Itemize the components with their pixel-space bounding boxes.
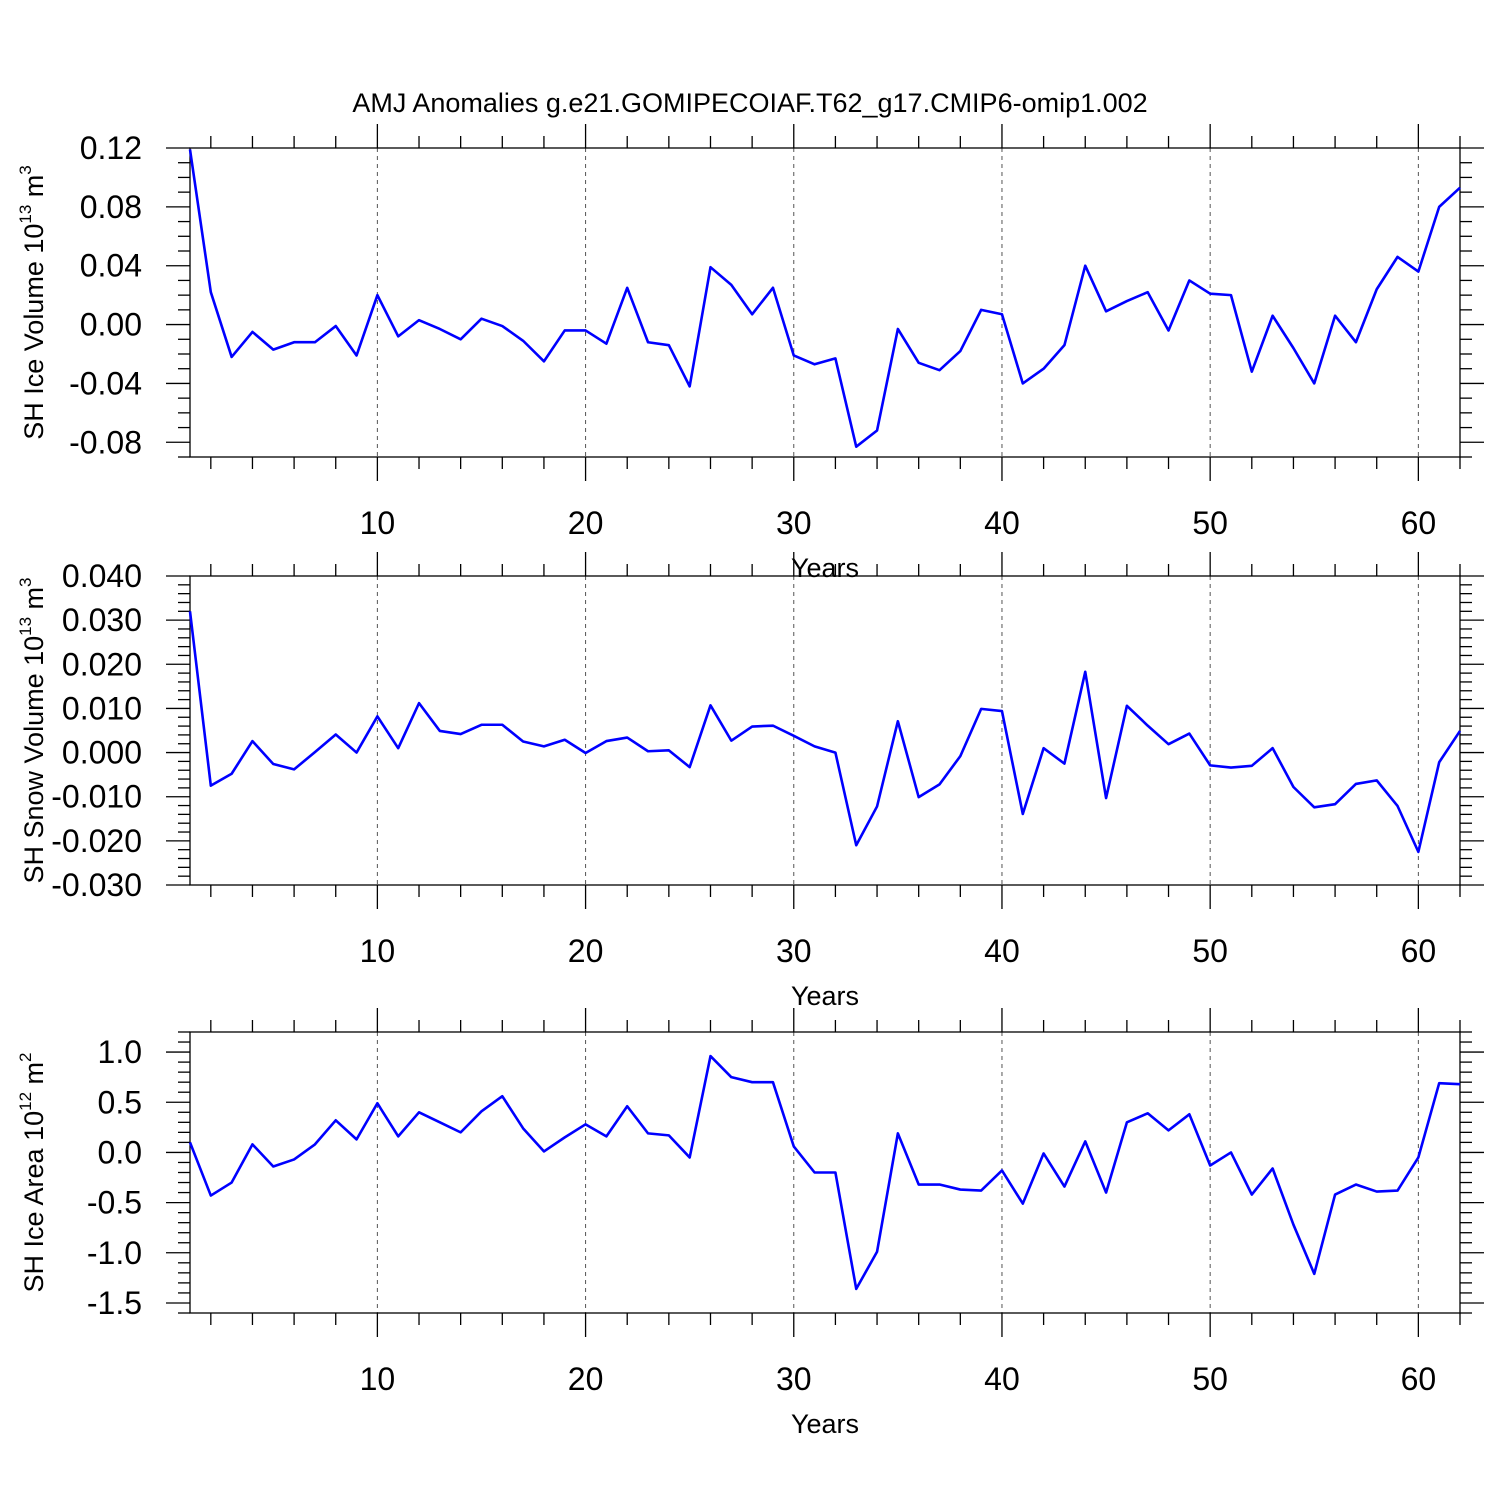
panels: 10 20 30 40 50 60 -0.08 -0.04 0.00 0.04 0.08 0.12 Ye… xyxy=(16,124,1484,1439)
x-tick-label: 10 xyxy=(360,933,396,969)
plot-frame xyxy=(189,147,1461,458)
x-tick-label: 20 xyxy=(568,1361,604,1397)
x-tick-label: 60 xyxy=(1401,505,1437,541)
y-tick-label: -0.010 xyxy=(51,779,142,815)
x-axis-label: Years xyxy=(791,553,859,583)
x-tick-label: 50 xyxy=(1192,1361,1228,1397)
x-tick-label: 60 xyxy=(1401,1361,1437,1397)
series-line xyxy=(188,149,1461,449)
y-tick-label: 0.030 xyxy=(62,602,142,638)
y-tick-label: 0.5 xyxy=(98,1084,142,1120)
y-tick-label: -0.020 xyxy=(51,823,142,859)
x-tick-label: 40 xyxy=(984,505,1020,541)
y-tick-label: 0.000 xyxy=(62,735,142,771)
y-axis-label: SH Snow Volume 1013 m3 xyxy=(16,577,49,883)
x-axis-label: Years xyxy=(791,981,859,1011)
y-axis-label: SH Ice Volume 1013 m3 xyxy=(16,165,49,440)
panel-1: 10 20 30 40 50 60 -0.08 -0.04 0.00 0.04 0.08 0.12 Ye… xyxy=(16,124,1484,583)
y-tick-label: 1.0 xyxy=(98,1034,142,1070)
y-tick-label: -1.0 xyxy=(87,1235,142,1271)
y-tick-label: 0.00 xyxy=(80,307,142,343)
x-tick-label: 60 xyxy=(1401,933,1437,969)
x-tick-label: 30 xyxy=(776,1361,812,1397)
y-tick-label: 0.04 xyxy=(80,248,142,284)
y-tick-label: -0.04 xyxy=(69,365,142,401)
y-tick-label: -0.5 xyxy=(87,1185,142,1221)
x-tick-label: 40 xyxy=(984,933,1020,969)
y-tick-label: 0.08 xyxy=(80,189,142,225)
panel-2: 10 20 30 40 50 60 -0.030 -0.020 -0.010 0.000 0.010… xyxy=(16,552,1484,1011)
x-tick-label: 50 xyxy=(1192,505,1228,541)
x-tick-label: 30 xyxy=(776,933,812,969)
y-tick-label: -0.08 xyxy=(69,424,142,460)
y-axis-label: SH Ice Area 1012 m2 xyxy=(16,1053,49,1293)
panel-3: 10 20 30 40 50 60 -1.5 -1.0 -0.5 0.0 0.5 1.0 Years SH… xyxy=(16,1008,1484,1439)
y-tick-label: 0.010 xyxy=(62,690,142,726)
plot-frame xyxy=(189,575,1461,886)
x-tick-label: 20 xyxy=(568,933,604,969)
y-tick-label: -1.5 xyxy=(87,1285,142,1321)
plot-frame xyxy=(189,1031,1461,1314)
x-tick-label: 10 xyxy=(360,1361,396,1397)
x-tick-label: 10 xyxy=(360,505,396,541)
y-tick-label: -0.030 xyxy=(51,867,142,903)
series-line xyxy=(188,1054,1461,1291)
x-tick-label: 50 xyxy=(1192,933,1228,969)
x-tick-label: 30 xyxy=(776,505,812,541)
y-tick-label: 0.12 xyxy=(80,130,142,166)
y-tick-label: 0.040 xyxy=(62,558,142,594)
chart-title: AMJ Anomalies g.e21.GOMIPECOIAF.T62_g17.… xyxy=(352,88,1147,118)
y-tick-label: 0.020 xyxy=(62,646,142,682)
x-tick-label: 40 xyxy=(984,1361,1020,1397)
x-tick-label: 20 xyxy=(568,505,604,541)
series-line xyxy=(188,611,1462,854)
y-tick-label: 0.0 xyxy=(98,1134,142,1170)
x-axis-label: Years xyxy=(791,1409,859,1439)
